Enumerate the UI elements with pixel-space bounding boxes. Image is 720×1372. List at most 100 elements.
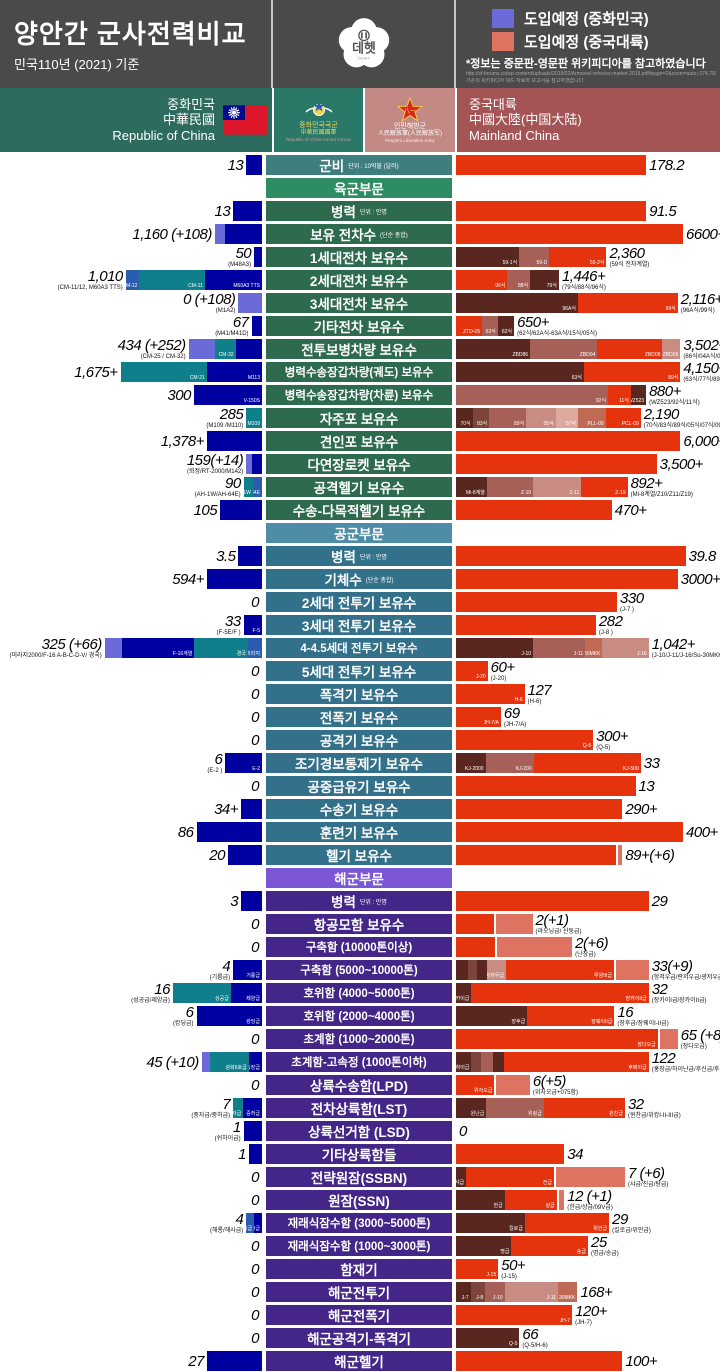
roc-value: 1 — [232, 1119, 241, 1136]
bar-segment: 99식 — [577, 293, 678, 313]
prc-caption: (63식/77식/89식) — [683, 377, 720, 383]
roc-zone: 27 — [0, 1351, 262, 1371]
row-label-text: 2세대 전투기 보유수 — [301, 596, 417, 611]
roc-zone: 105 — [0, 500, 262, 520]
prc-bar — [456, 500, 612, 520]
roc-zone: 0 (+108) (M1A2) — [0, 292, 262, 314]
comparison-row: 285 (M109 /M110) M109 자주포 보유수 70식 83식 89식 05식 07… — [0, 406, 720, 429]
bar-segment: 윈찬급 — [543, 1098, 625, 1118]
roc-zone: 86 — [0, 822, 262, 842]
roc-zone: 7(중자급/중허급)중자급중허급 — [0, 1096, 262, 1119]
bar-segment: 92식 — [456, 385, 609, 405]
roc-value-block: 67 (M41/M41D) — [215, 315, 249, 337]
roc-zone: 4(해룡/해사급)해룡급해사급 — [0, 1212, 262, 1234]
prc-zone: 96A식 99식 2,116+ (96A식/99식) — [456, 292, 720, 314]
roc-value-block: 3.5 — [216, 549, 236, 564]
prc-zone: J-15 50+ (J-15) — [456, 1258, 720, 1280]
bar-segment: JH-7 — [456, 1305, 573, 1325]
roc-value-block: 0 — [251, 1239, 259, 1254]
prc-value: 91.5 — [649, 202, 677, 220]
bar-segment: F-16계열 — [122, 638, 195, 658]
roc-value: 0 — [251, 1237, 259, 1255]
row-label: 2세대전차 보유수 — [266, 270, 452, 290]
prc-value-block: 400+ — [686, 825, 718, 840]
roc-value: 45 (+10) — [146, 1053, 199, 1071]
bar-segment: 96A식 — [456, 293, 578, 313]
bar-segment: CM-21 — [120, 362, 207, 382]
roc-bar: AH-1W64E — [243, 477, 262, 497]
prc-value-block: 100+ — [625, 1354, 657, 1369]
prc-zone: 39.8 — [456, 546, 720, 566]
row-label-text: 해군전투기 — [327, 1286, 391, 1301]
prc-value: 89+(+6) — [625, 846, 675, 864]
prc-zone: 96식 88식 79식 1,446+ (79식/88식/96식) — [456, 269, 720, 291]
bar-segment — [241, 799, 262, 819]
prc-bar — [456, 201, 647, 221]
roc-value-block: 0 — [251, 779, 259, 794]
comparison-row: 13 병력 단위 : 만명 91.5 — [0, 201, 720, 221]
unit-label: (단순 총합) — [365, 577, 394, 584]
bar-segment: CM-12 — [125, 270, 140, 290]
row-label: 2세대 전투기 보유수 — [266, 592, 452, 612]
bar-segment: F-5 — [243, 615, 262, 635]
roc-value-block: 0 — [251, 1170, 259, 1185]
comparison-row: 1 기타상륙함들 34 — [0, 1144, 720, 1164]
legend: 도입예정 (중화민국) 도입예정 (중국대륙) *정보는 중문판-영문판 위키피… — [466, 6, 716, 84]
bar-segment — [456, 155, 647, 175]
bar-segment: V-150S — [193, 385, 262, 405]
bar-segment: 70식 — [456, 408, 473, 428]
prc-value: 13 — [638, 777, 655, 795]
prc-bar: 59-1식 59-D 59-2식 — [456, 247, 607, 267]
row-label: 조기경보통제기 보유수 — [266, 753, 452, 773]
prc-value-block: 1,042+(J-10/J-11/J-16/Su-30MKK/Su-35) — [652, 637, 720, 659]
prc-value-block: 50+ (J-15) — [501, 1258, 525, 1280]
row-label: 기타전차 보유수 — [266, 316, 452, 336]
bar-segment: JH-7/A — [456, 707, 501, 727]
bar-segment: ZTD-05 — [456, 316, 483, 336]
prc-zone: 장다오급 65 (+8)(장다오급) — [456, 1028, 720, 1050]
bar-segment — [456, 1351, 623, 1371]
comparison-row: 3.5 병력 단위 : 만명 39.8 — [0, 546, 720, 566]
row-label-text: 조기경보통제기 보유수 — [295, 757, 423, 772]
roc-value-block: 434 (+252) (CM-25 / CM-32) — [118, 338, 186, 360]
prc-bar: JH-7 — [456, 1305, 573, 1325]
source-note: *정보는 중문판-영문판 위키피디아를 참고하였습니다 — [466, 58, 706, 70]
roc-value-block: 34+ — [214, 802, 238, 817]
legend-label: 도입예정 (중국대륙) — [524, 34, 649, 51]
prc-zone: Q-5 300+ (Q-5) — [456, 729, 720, 751]
roc-value: 7 — [222, 1096, 231, 1113]
roc-value: 0 — [251, 708, 259, 726]
roc-value: 0 — [251, 685, 259, 703]
roc-zone: 45 (+10)광화6호급퉈장급 — [0, 1052, 262, 1072]
roc-value-block: 4 (해룡/해사급) — [210, 1212, 244, 1234]
row-label-text: 초계함-고속정 (1000톤이하) — [291, 1057, 427, 1069]
prc-zone: 3000+ — [456, 569, 720, 589]
roc-value-block: 0 — [251, 1331, 259, 1346]
prc-value-block: 2,190(70식/83식/89식/05식/07식/09식/10식) — [644, 407, 720, 429]
comparison-row: 4(해룡/해사급)해룡급해사급 재래식잠수함 (3000~5000톤) 킬로급위안급… — [0, 1212, 720, 1234]
bar-segment: 위링급 — [486, 1098, 544, 1118]
prc-value-block: 4,150+(63식/77식/89식) — [683, 361, 720, 383]
bar-segment: 성공급 — [172, 983, 231, 1003]
roc-value: 13 — [227, 156, 244, 174]
roc-value-block: 0 (+108) (M1A2) — [183, 292, 236, 314]
roc-caption: (뢰정/RT-2000/M142) — [186, 469, 244, 475]
roc-value: 285 — [219, 406, 244, 423]
bar-segment: 샤급 — [456, 1167, 467, 1187]
prc-zone: 킬로급 위안급 29 (킬로급/위안급) — [456, 1212, 720, 1234]
prc-value-block: 32 (장카이I급/장카이II급) — [652, 982, 707, 1004]
bar-segment: 79식 — [530, 270, 559, 290]
prc-zone: ZTD-05 63식 62식 650+ (62식/62A식-63A식/15식/05식) — [456, 315, 720, 337]
roc-bar: M109 — [246, 408, 262, 428]
roc-zone: 13 — [0, 201, 262, 221]
row-label: 공중급유기 보유수 — [266, 776, 452, 796]
row-label: 헬기 보유수 — [266, 845, 452, 865]
comparison-row: 0 원잠(SSN) 한급 샹급 12 (+1) (한급/샹급/09V급) — [0, 1189, 720, 1211]
prc-value-block: 880+ (WZ523/92식/11식) — [649, 384, 700, 406]
bar-segment — [196, 822, 262, 842]
prc-value: 32 — [651, 981, 668, 998]
roc-caption: (기륭급) — [209, 975, 231, 981]
bar-segment: Su-30MKK — [557, 1282, 578, 1302]
prc-zone: Q-5 66 (Q-5/H-6) — [456, 1327, 720, 1349]
roc-bar — [227, 845, 262, 865]
